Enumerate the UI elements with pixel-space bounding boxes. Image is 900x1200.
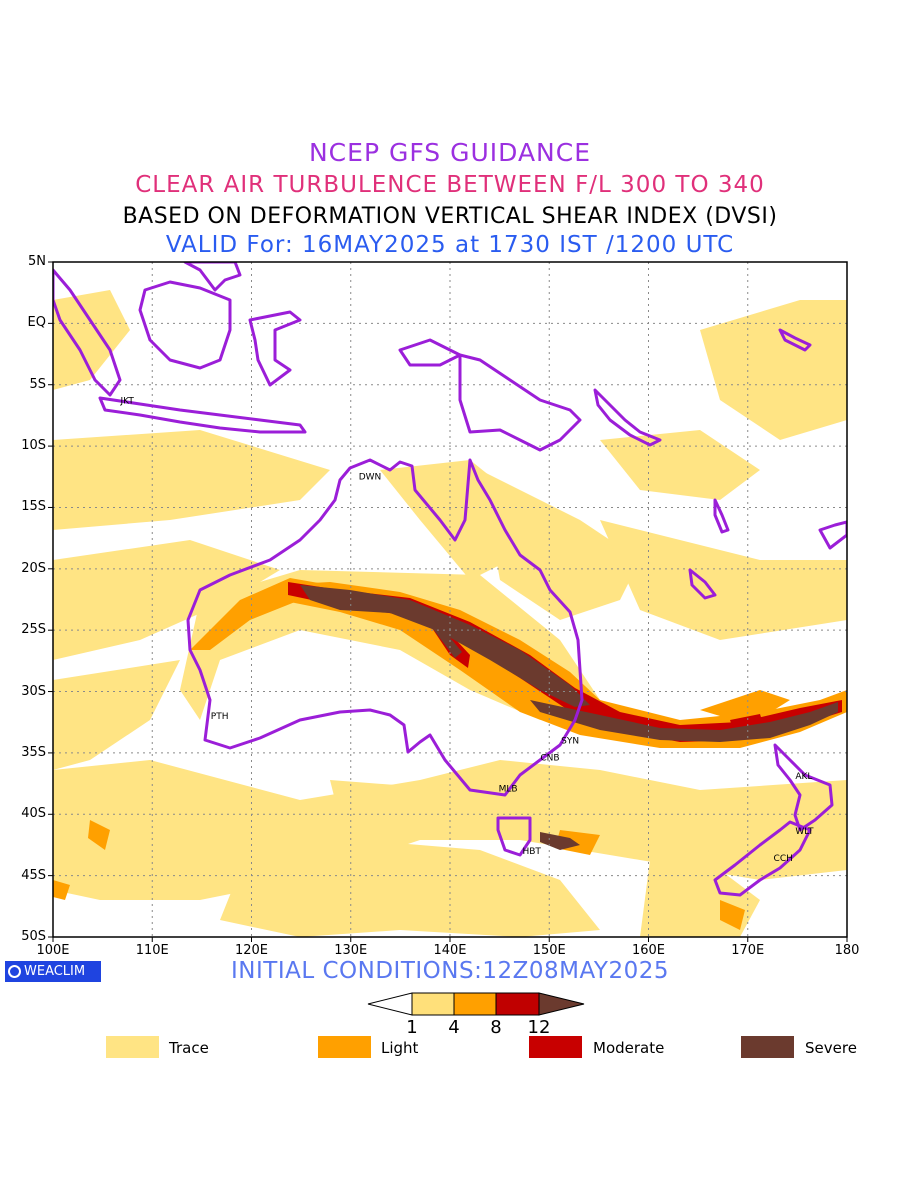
lon-label: 180 — [834, 943, 860, 958]
lat-label: 45S — [21, 867, 46, 883]
lat-label: 5N — [28, 254, 46, 269]
colorbar-tick-4: 4 — [448, 1017, 460, 1038]
lon-label: 100E — [36, 943, 70, 958]
lat-label: 15S — [21, 499, 46, 515]
lon-label: 120E — [234, 943, 269, 958]
lat-lon-grid — [53, 262, 847, 937]
station-cch: CCH — [774, 854, 793, 864]
lat-label: 20S — [21, 560, 46, 576]
lat-label: 35S — [21, 744, 46, 760]
lat-label: EQ — [27, 315, 46, 331]
lon-label: 170E — [731, 943, 765, 958]
legend-swatch-severe — [741, 1036, 794, 1058]
initial-conditions: INITIAL CONDITIONS:12Z08MAY2025 — [231, 958, 669, 984]
colorbar-above-arrow — [538, 992, 585, 1016]
legend-label-trace: Trace — [169, 1039, 209, 1057]
station-pth: PTH — [211, 712, 229, 722]
lat-label: 25S — [21, 622, 46, 638]
station-hbt: HBT — [522, 847, 541, 857]
weaclim-logo: WEACLIM — [5, 961, 101, 982]
legend-swatch-trace — [106, 1036, 159, 1058]
lon-label: 130E — [334, 943, 368, 958]
logo-text: WEACLIM — [24, 964, 86, 979]
legend-label-light: Light — [381, 1039, 419, 1057]
colorbar-moderate-segment — [495, 992, 540, 1016]
severe-turbulence-areas — [300, 585, 838, 850]
colorbar-tick-8: 8 — [490, 1017, 502, 1038]
colorbar-trace-segment — [411, 992, 455, 1016]
station-cnb: CNB — [540, 754, 559, 764]
logo-circle-icon — [8, 965, 21, 978]
lon-label: 140E — [433, 943, 467, 958]
lat-label: 50S — [21, 929, 46, 944]
lat-label: 30S — [21, 683, 46, 699]
legend-label-severe: Severe — [805, 1039, 857, 1057]
station-syn: SYN — [561, 736, 579, 746]
legend-swatch-light — [318, 1036, 371, 1058]
title-model: NCEP GFS GUIDANCE — [308, 138, 591, 167]
lon-label: 150E — [532, 943, 566, 958]
lat-label: 40S — [21, 806, 46, 822]
station-jkt: JKT — [119, 396, 134, 406]
lon-label: 110E — [135, 943, 169, 958]
colorbar-below-arrow — [367, 992, 413, 1016]
station-mlb: MLB — [499, 784, 518, 794]
lat-label: 5S — [29, 376, 46, 392]
lon-label: 160E — [631, 943, 666, 958]
colorbar-light-segment — [453, 992, 497, 1016]
axis-ticks — [48, 261, 848, 942]
coastlines — [53, 262, 847, 897]
colorbar-tick-12: 12 — [527, 1017, 551, 1038]
station-akl: AKL — [795, 772, 812, 782]
lat-label: 10S — [21, 438, 46, 454]
title-product: CLEAR AIR TURBULENCE BETWEEN F/L 300 TO … — [135, 172, 765, 198]
colorbar — [367, 992, 585, 1016]
colorbar-tick-1: 1 — [406, 1017, 418, 1038]
title-valid-time: VALID For: 16MAY2025 at 1730 IST /1200 U… — [165, 232, 735, 258]
station-wlt: WLT — [795, 827, 814, 837]
legend-swatch-moderate — [529, 1036, 582, 1058]
station-dwn: DWN — [359, 473, 382, 483]
title-method: BASED ON DEFORMATION VERTICAL SHEAR INDE… — [122, 204, 778, 229]
legend-label-moderate: Moderate — [593, 1039, 665, 1057]
